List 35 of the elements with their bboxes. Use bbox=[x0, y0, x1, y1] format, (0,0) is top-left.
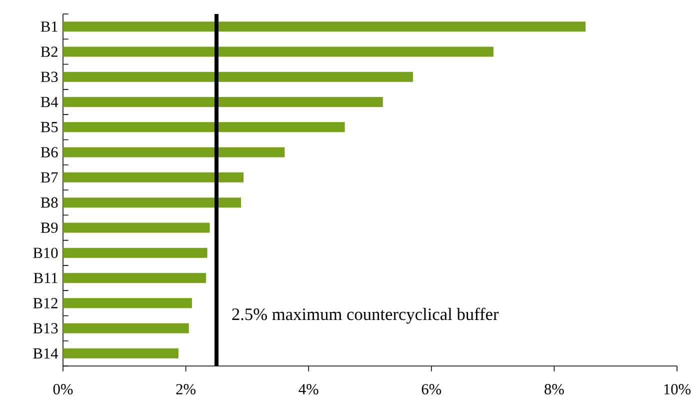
bar bbox=[63, 122, 345, 132]
y-tick-label: B1 bbox=[40, 21, 58, 32]
y-tick-label: B9 bbox=[40, 222, 58, 233]
bar bbox=[63, 97, 383, 108]
x-tick-label: 6% bbox=[422, 384, 442, 394]
bar bbox=[63, 222, 210, 233]
bar bbox=[63, 198, 242, 208]
bar bbox=[63, 298, 192, 308]
bar bbox=[63, 172, 244, 182]
y-tick-label: B3 bbox=[40, 72, 58, 82]
bar bbox=[63, 22, 586, 32]
y-tick-label: B6 bbox=[40, 147, 58, 158]
bar bbox=[63, 248, 208, 258]
bar bbox=[63, 46, 494, 57]
x-tick-label: 0% bbox=[53, 384, 73, 394]
bar bbox=[63, 147, 285, 158]
x-tick-label: 10% bbox=[664, 384, 691, 394]
bar bbox=[63, 72, 413, 82]
bar bbox=[63, 323, 189, 334]
y-tick-label: B2 bbox=[40, 46, 58, 57]
y-tick-label: B7 bbox=[40, 172, 58, 182]
y-tick-label: B10 bbox=[33, 248, 58, 258]
y-tick-label: B11 bbox=[34, 272, 58, 284]
y-tick-label: B14 bbox=[33, 348, 58, 359]
y-tick-label: B12 bbox=[33, 298, 58, 308]
bar bbox=[63, 348, 178, 358]
x-tick-label: 4% bbox=[298, 384, 318, 394]
bar bbox=[63, 273, 206, 284]
x-tick-label: 8% bbox=[544, 384, 564, 394]
y-tick-label: B4 bbox=[40, 96, 58, 108]
x-tick-label: 2% bbox=[176, 384, 196, 394]
ref-line-label: 2.5% maximum countercyclical buffer bbox=[232, 308, 499, 324]
y-tick-label: B13 bbox=[33, 323, 58, 334]
y-tick-label: B5 bbox=[40, 122, 58, 132]
y-tick-label: B8 bbox=[40, 197, 58, 208]
